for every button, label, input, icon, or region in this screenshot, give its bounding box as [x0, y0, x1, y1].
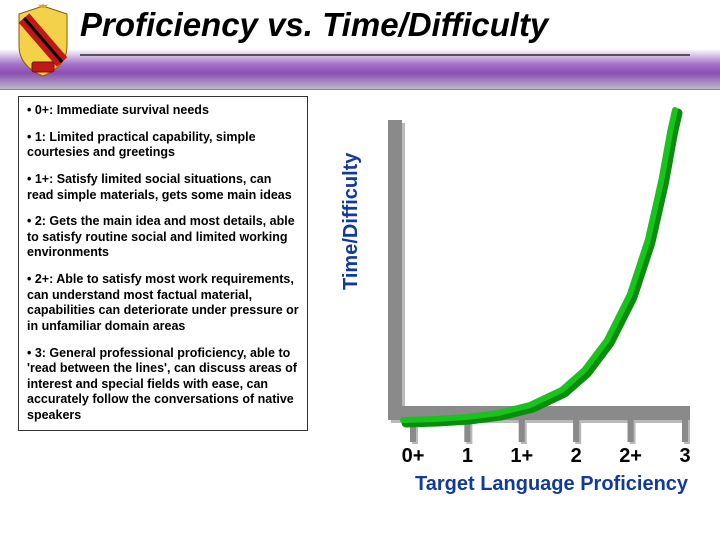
svg-text:1+: 1+ — [510, 445, 533, 467]
content-area: • 0+: Immediate survival needs • 1: Limi… — [0, 90, 720, 540]
header: Proficiency vs. Time/Difficulty — [0, 0, 720, 90]
svg-text:1: 1 — [462, 445, 473, 467]
level-1: • 1: Limited practical capability, simpl… — [27, 130, 299, 161]
page-title: Proficiency vs. Time/Difficulty — [80, 6, 548, 44]
plot-area: 0+11+22+3 — [370, 120, 690, 440]
proficiency-levels-panel: • 0+: Immediate survival needs • 1: Limi… — [18, 96, 308, 431]
svg-text:2+: 2+ — [619, 445, 642, 467]
level-0plus: • 0+: Immediate survival needs — [27, 103, 299, 119]
level-2: • 2: Gets the main idea and most details… — [27, 214, 299, 261]
svg-text:0+: 0+ — [402, 445, 425, 467]
level-3: • 3: General professional proficiency, a… — [27, 346, 299, 424]
svg-text:3: 3 — [679, 445, 690, 467]
title-underline — [80, 54, 690, 56]
level-2plus: • 2+: Able to satisfy most work requirem… — [27, 272, 299, 335]
level-1plus: • 1+: Satisfy limited social situations,… — [27, 172, 299, 203]
chart-svg: 0+11+22+3 — [370, 120, 690, 460]
proficiency-chart: Time/Difficulty Target Language Proficie… — [340, 120, 700, 490]
svg-text:2: 2 — [571, 445, 582, 467]
x-axis-label: Target Language Proficiency — [415, 473, 688, 496]
y-axis-label: Time/Difficulty — [340, 153, 363, 290]
crest-logo — [12, 4, 74, 78]
